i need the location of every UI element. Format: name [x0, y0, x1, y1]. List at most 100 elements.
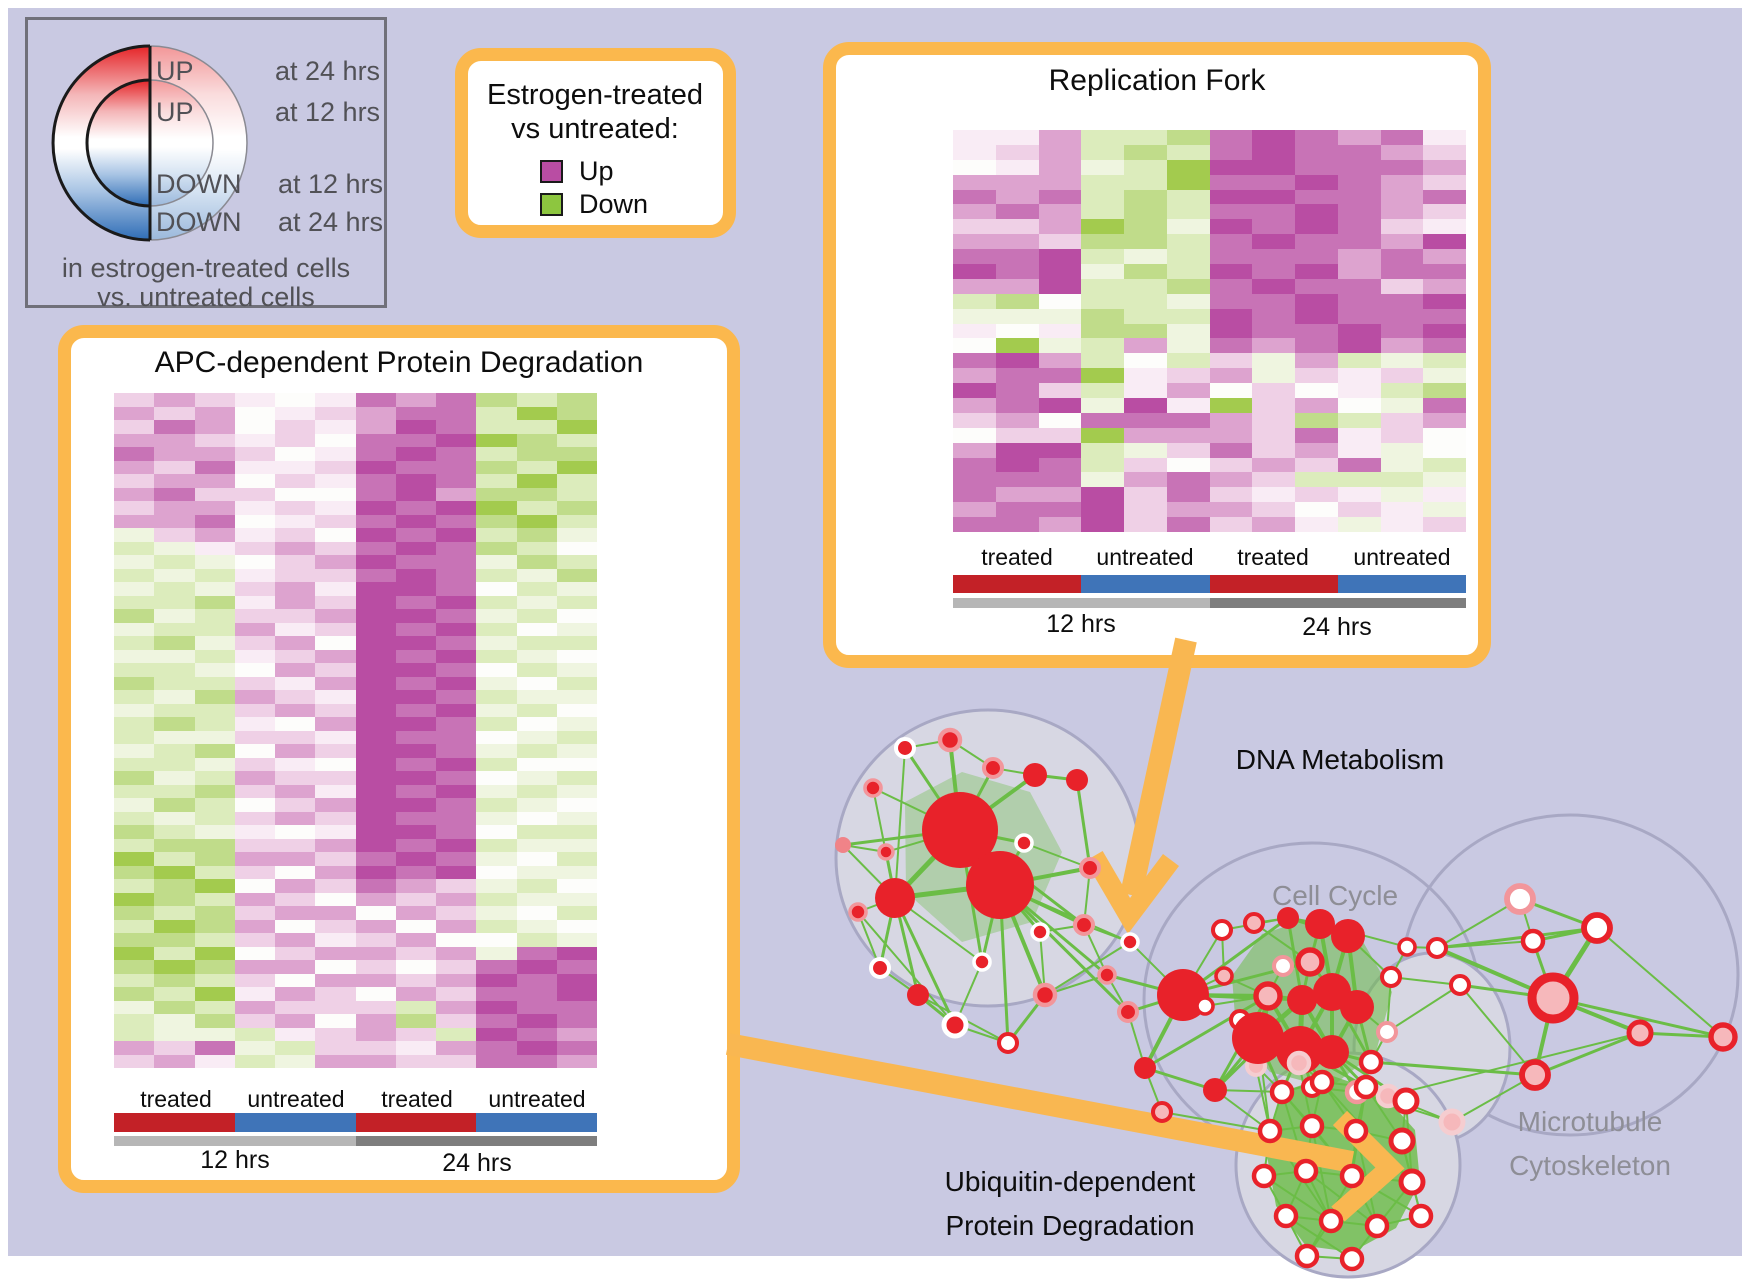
heatmap-cell [355, 771, 396, 785]
heatmap-row [114, 433, 597, 447]
network-node [1504, 883, 1536, 915]
heatmap-cell [476, 946, 517, 960]
heatmap-cell [395, 919, 436, 933]
heatmap-cell [1295, 249, 1338, 265]
heatmap-cell [1209, 412, 1253, 428]
heatmap-cell [1380, 144, 1424, 160]
treated-bar-segment [114, 1113, 235, 1132]
heatmap-row [953, 338, 1466, 354]
heatmap-cell [556, 987, 597, 1001]
heatmap-cell [556, 1027, 597, 1041]
heatmap-cell [953, 517, 996, 533]
heatmap-cell [154, 1054, 195, 1068]
heatmap-cell [1081, 398, 1124, 413]
heatmap-cell [436, 892, 477, 906]
heatmap-cell [1081, 189, 1124, 205]
heatmap-cell [1295, 517, 1338, 533]
heatmap-cell [1166, 308, 1210, 324]
heatmap-cell [154, 447, 195, 461]
heatmap-cell [1337, 338, 1381, 354]
heatmap-cell [476, 582, 517, 596]
heatmap-cell [1423, 383, 1466, 399]
heatmap-cell [194, 555, 235, 569]
heatmap-cell [395, 717, 436, 731]
heatmap-cell [995, 189, 1039, 205]
heatmap-cell [154, 784, 195, 798]
network-edge [1263, 1175, 1332, 1222]
heatmap-cell [194, 1041, 235, 1055]
heatmap-cell [275, 798, 316, 812]
heatmap-cell [275, 744, 316, 758]
network-node [1448, 973, 1472, 997]
heatmap-cell [315, 1054, 356, 1068]
heatmap-cell [995, 457, 1039, 473]
heatmap-cell [114, 811, 155, 825]
heatmap-cell [194, 447, 235, 461]
heatmap-cell [476, 514, 517, 528]
heatmap-cell [1038, 517, 1082, 533]
heatmap-cell [275, 703, 316, 717]
heatmap-cell [194, 541, 235, 555]
network-node [1253, 981, 1283, 1011]
microtubule-line1: Microtubule [1517, 1106, 1663, 1137]
heatmap-cell [315, 811, 356, 825]
heatmap-cell [275, 474, 316, 488]
heatmap-row [114, 906, 597, 920]
heatmap-cell [275, 649, 316, 663]
heatmap-cell [436, 676, 477, 690]
heatmap-cell [194, 514, 235, 528]
heatmap-cell [1423, 412, 1466, 428]
heatmap-cell [995, 472, 1039, 488]
heatmap-cell [315, 798, 356, 812]
heatmap-cell [355, 798, 396, 812]
heatmap-row [114, 393, 597, 407]
heatmap-cell [315, 960, 356, 974]
heatmap-cell [355, 960, 396, 974]
network-node [1030, 922, 1050, 942]
heatmap-cell [1337, 278, 1381, 294]
heatmap-cell [234, 771, 275, 785]
heatmap-cell [194, 892, 235, 906]
heatmap-cell [114, 784, 155, 798]
heatmap-cell [516, 676, 557, 690]
heatmap-cell [315, 757, 356, 771]
heatmap-cell [516, 919, 557, 933]
untreated-bar-segment [1081, 575, 1210, 593]
heatmap-row [953, 189, 1466, 205]
heatmap-cell [395, 1041, 436, 1055]
heatmap-cell [476, 838, 517, 852]
heatmap-cell [355, 393, 396, 407]
heatmap-cell [395, 460, 436, 474]
heatmap-cell [953, 130, 996, 145]
heatmap-cell [194, 879, 235, 893]
heatmap-cell [1252, 234, 1295, 250]
network-node [937, 727, 963, 753]
heatmap-cell [1380, 130, 1424, 145]
heatmap-cell [1209, 383, 1253, 399]
heatmap-cell [154, 393, 195, 407]
heatmap-cell [1166, 412, 1210, 428]
heatmap-cell [1423, 144, 1466, 160]
network-node [966, 851, 1034, 919]
heatmap-cell [1380, 368, 1424, 384]
heatmap-cell [114, 960, 155, 974]
heatmap-cell [275, 1000, 316, 1014]
heatmap-cell [234, 1041, 275, 1055]
heatmap-cell [1081, 159, 1124, 175]
heatmap-cell [315, 528, 356, 542]
heatmap-cell [1337, 398, 1381, 413]
network-node [1286, 1050, 1312, 1076]
heatmap-cell [516, 703, 557, 717]
heatmap-cell [953, 502, 996, 518]
heatmap-cell [476, 1054, 517, 1068]
heatmap-cell [1038, 368, 1082, 384]
heatmap-cell [154, 933, 195, 947]
heatmap-cell [556, 555, 597, 569]
heatmap-cell [476, 933, 517, 947]
heatmap-cell [275, 811, 316, 825]
heatmap-cell [1166, 144, 1210, 160]
heatmap-cell [1252, 502, 1295, 518]
heatmap-cell [476, 406, 517, 420]
rf-group-label-2: untreated [1096, 544, 1194, 570]
